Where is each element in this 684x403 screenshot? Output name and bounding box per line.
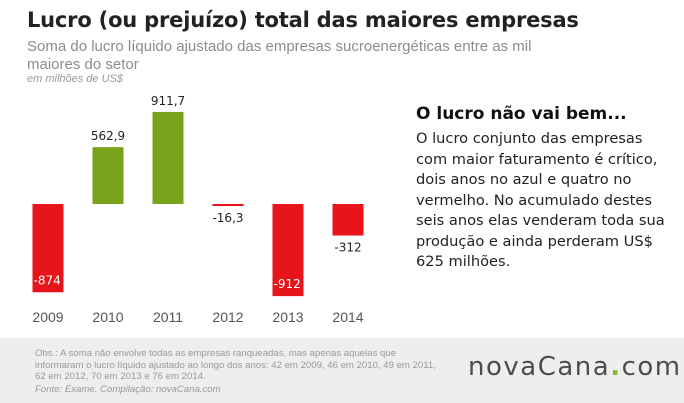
bar-2012 — [212, 204, 244, 206]
bar-2013 — [272, 204, 304, 297]
bar-chart: -874 2009 562,9 2010 911,7 2011 -16,3 2012 -912 2… — [32, 94, 364, 325]
chart-subtitle: Soma do lucro líquido ajustado das empre… — [27, 38, 532, 73]
value-label-2009: -874 — [34, 273, 61, 287]
bar-2014 — [332, 204, 364, 236]
bar-2011 — [152, 111, 184, 204]
sidebar-text: O lucro conjunto das empresas com maior … — [416, 130, 665, 270]
footer-note: Obs.: A soma não envolve todas as empres… — [35, 348, 436, 382]
value-label-2010: 562,9 — [91, 129, 125, 143]
value-label-2014: -312 — [334, 241, 361, 255]
chart-title: Lucro (ou prejuízo) total das maiores em… — [27, 8, 579, 32]
bar-2010 — [92, 147, 124, 204]
sidebar-title: O lucro não vai bem... — [416, 104, 627, 124]
logo-text-left: novaCana — [468, 352, 611, 382]
value-label-2012: -16,3 — [212, 211, 243, 225]
year-label-2010: 2010 — [92, 309, 123, 325]
year-label-2014: 2014 — [332, 309, 363, 325]
value-label-2011: 911,7 — [151, 94, 185, 108]
year-label-2011: 2011 — [153, 309, 183, 325]
year-label-2009: 2009 — [32, 309, 63, 325]
source-note: Fonte: Exame. Compilação: novaCana.com — [35, 384, 221, 395]
footer-bar: Obs.: A soma não envolve todas as empres… — [0, 338, 684, 403]
bar-2009 — [32, 204, 64, 293]
novacana-logo: novaCana.com — [468, 352, 682, 382]
year-label-2013: 2013 — [272, 309, 303, 325]
unit-label: em milhões de US$ — [27, 73, 123, 85]
value-label-2013: -912 — [274, 277, 301, 291]
logo-dot: . — [610, 352, 622, 382]
year-label-2012: 2012 — [212, 309, 243, 325]
logo-text-right: com — [621, 352, 682, 382]
